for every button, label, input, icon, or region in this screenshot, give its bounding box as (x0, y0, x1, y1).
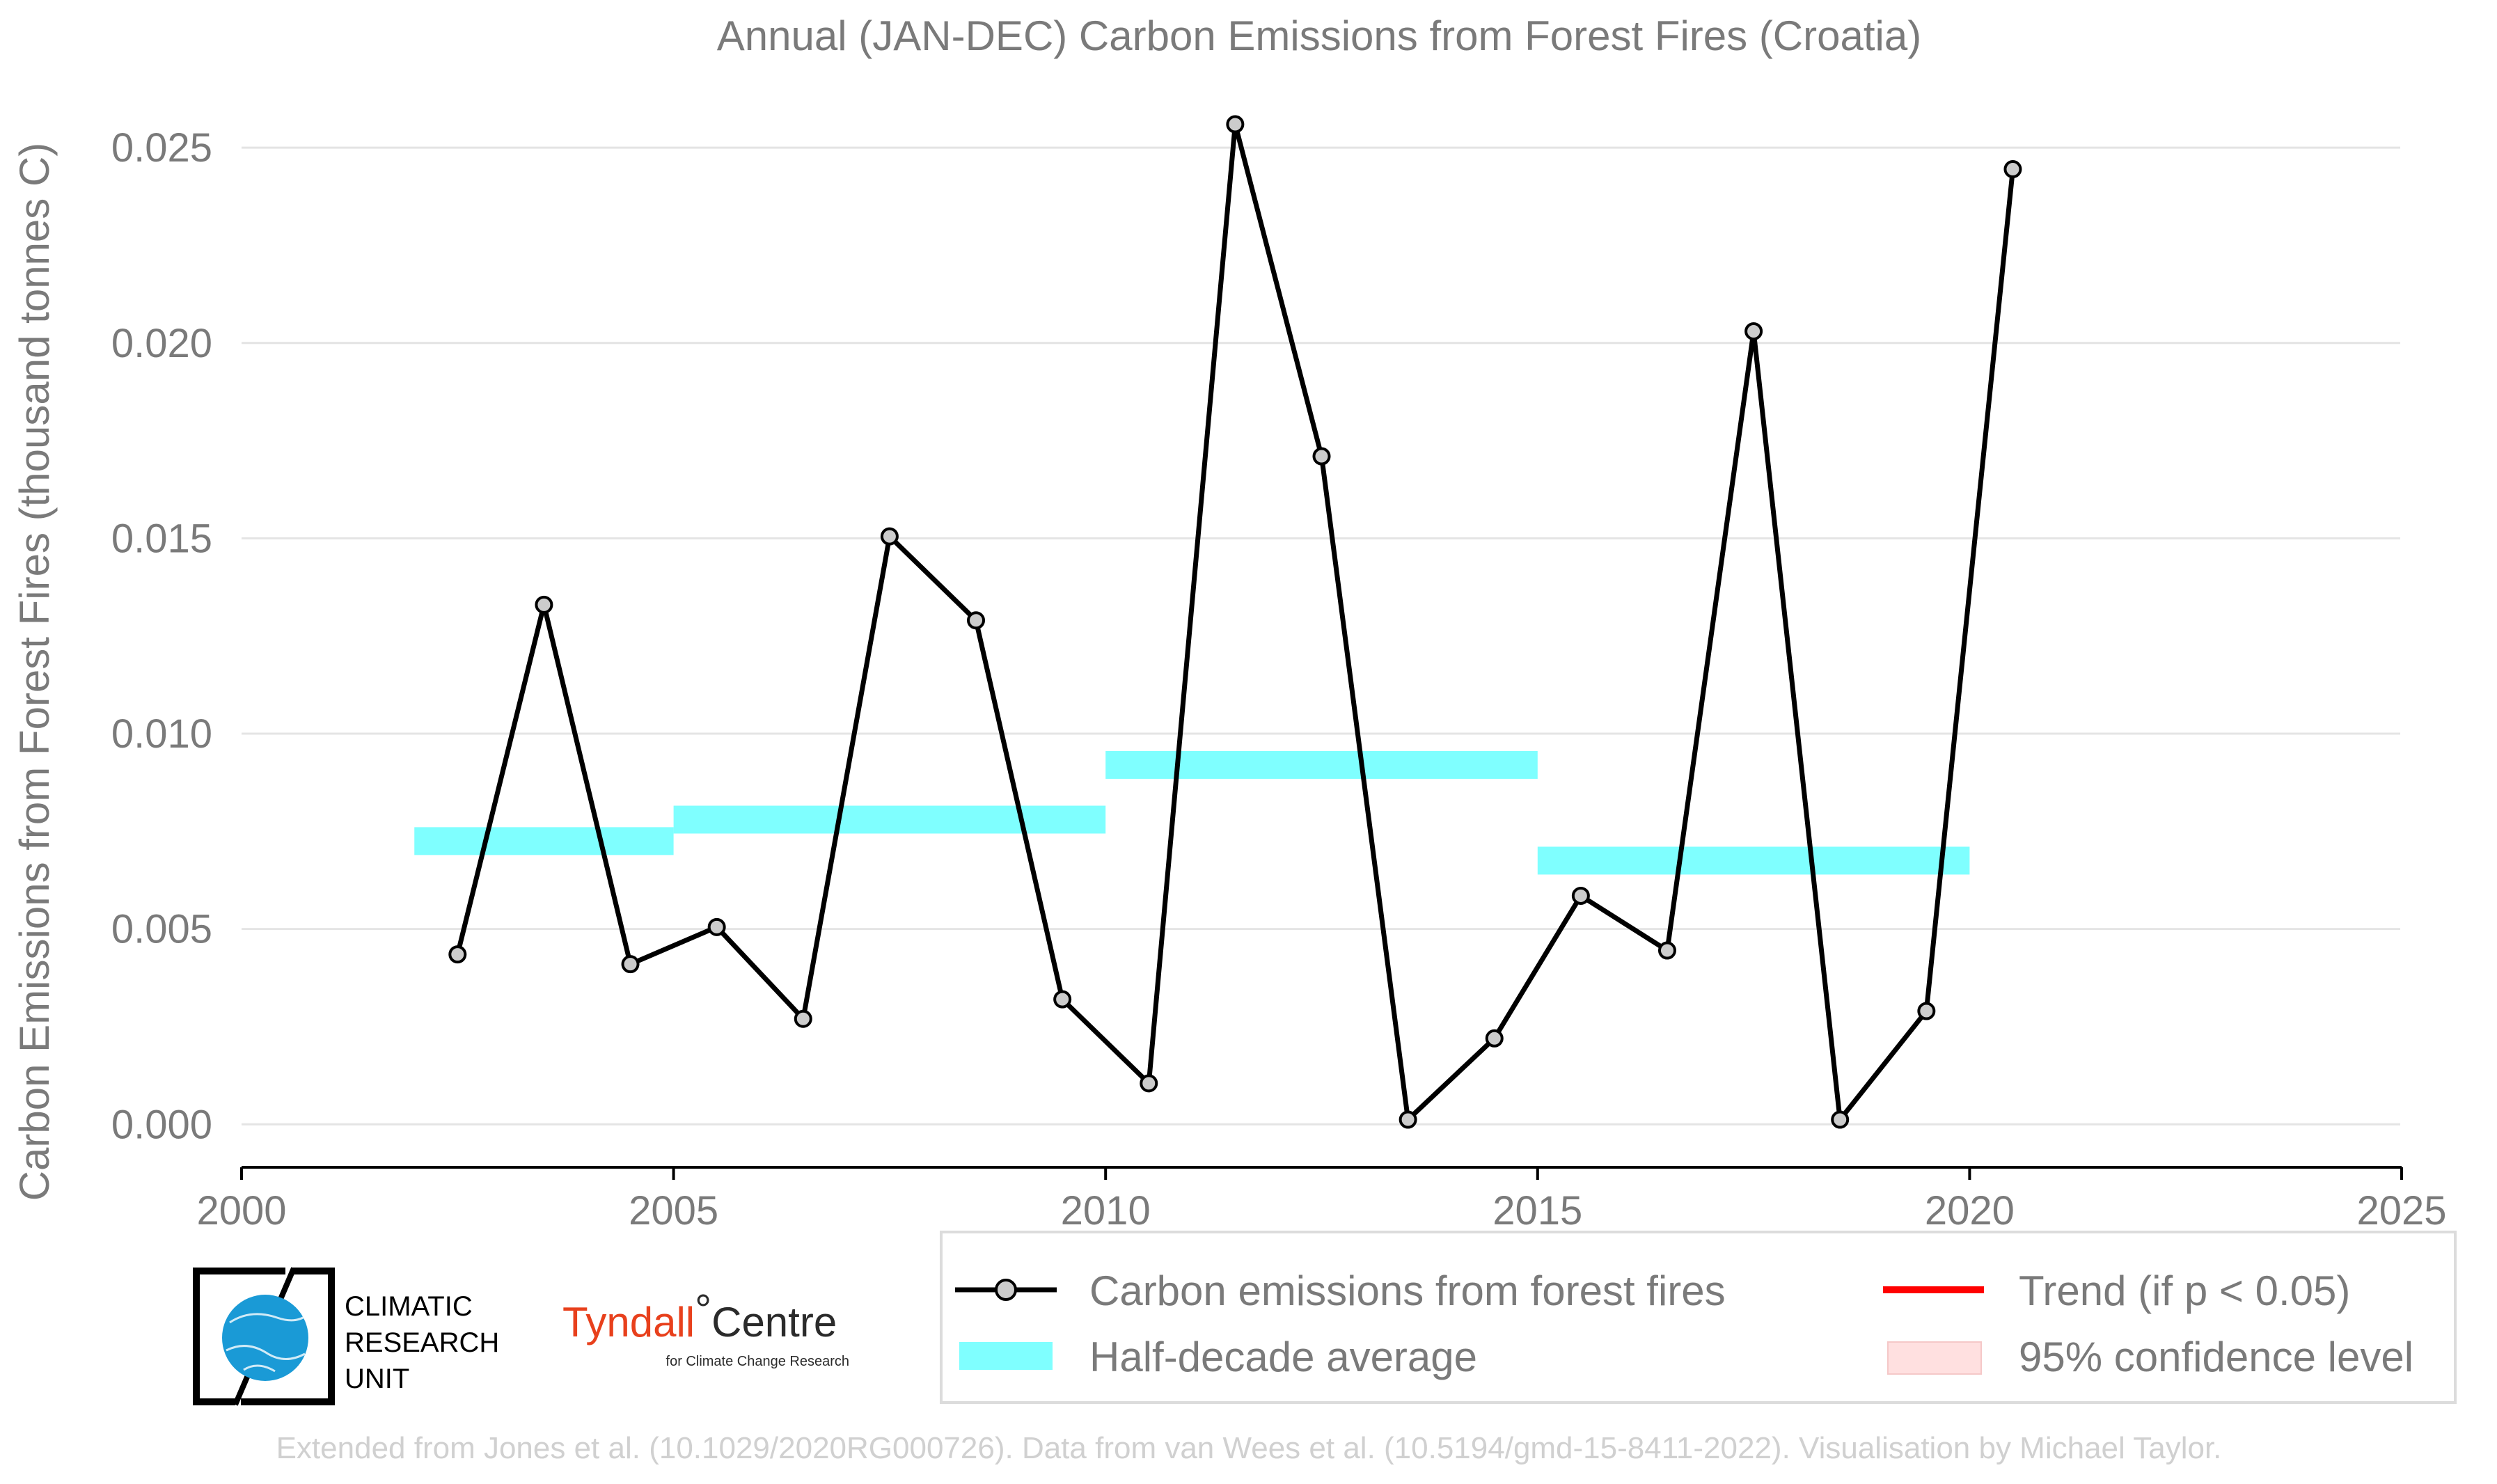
emissions-point (1053, 990, 1072, 1009)
emissions-point (1140, 1074, 1158, 1093)
legend-swatch-half-decade (959, 1342, 1053, 1370)
tyndall-subtitle: for Climate Change Research (666, 1354, 849, 1369)
cru-logo: CLIMATIC RESEARCH UNIT (193, 1267, 499, 1406)
x-tick-label: 2020 (1925, 1188, 2015, 1233)
emissions-point (621, 955, 640, 974)
emissions-point (794, 1009, 812, 1028)
y-tick-label: 0.005 (111, 907, 212, 952)
cru-text-line-3: UNIT (345, 1364, 409, 1394)
emissions-point (535, 595, 553, 614)
legend-label-half-decade: Half-decade average (1089, 1334, 1477, 1380)
x-tick-label: 2015 (1492, 1188, 1582, 1233)
emissions-point (1657, 941, 1676, 960)
emissions-point (1485, 1029, 1504, 1048)
x-tick-label: 2025 (2356, 1188, 2446, 1233)
legend-swatch-emissions (955, 1279, 1057, 1301)
cru-frame-left (193, 1268, 285, 1405)
legend-label-confidence: 95% confidence level (2019, 1334, 2413, 1380)
credit-line: Extended from Jones et al. (10.1029/2020… (276, 1431, 2222, 1465)
x-tick-label: 2010 (1061, 1188, 1151, 1233)
legend-swatch-confidence (1887, 1341, 1982, 1375)
emissions-line (455, 122, 2015, 1122)
legend-label-trend: Trend (if p < 0.05) (2019, 1268, 2350, 1314)
half-decade-band (673, 805, 1106, 834)
tyndall-name: Tyndall (562, 1299, 695, 1345)
emissions-point (880, 527, 899, 546)
y-axis-ticks: 0.000 0.005 0.010 0.015 0.020 0.025 (111, 125, 212, 1147)
half-decade-bands (414, 750, 1970, 875)
y-tick-label: 0.020 (111, 321, 212, 366)
grid-lines (242, 146, 2400, 1126)
half-decade-band (414, 827, 674, 855)
legend-frame (940, 1231, 2457, 1404)
y-axis-label: Carbon Emissions from Forest Fires (thou… (11, 143, 58, 1201)
cru-text-line-2: RESEARCH (345, 1327, 499, 1358)
globe-icon (222, 1295, 308, 1381)
emissions-point (967, 611, 986, 630)
half-decade-band (1537, 846, 1970, 875)
emissions-point (707, 917, 726, 936)
legend-label-emissions: Carbon emissions from forest fires (1089, 1268, 1726, 1314)
emissions-markers (448, 115, 2022, 1129)
emissions-point (1312, 447, 1331, 466)
x-tick-label: 2005 (629, 1188, 718, 1233)
y-tick-label: 0.010 (111, 711, 212, 757)
y-tick-label: 0.000 (111, 1102, 212, 1147)
legend: Carbon emissions from forest fires Trend… (940, 1231, 2457, 1404)
emissions-point (1571, 886, 1590, 905)
emissions-point (2003, 160, 2022, 179)
tyndall-centre: Centre (711, 1299, 837, 1345)
x-tick-label: 2000 (196, 1188, 286, 1233)
emissions-point (1831, 1110, 1850, 1129)
tyndall-wordmark: Tyndall°Centre (562, 1286, 837, 1345)
y-tick-label: 0.025 (111, 125, 212, 171)
emissions-point (1744, 322, 1763, 340)
emissions-point (1917, 1002, 1936, 1020)
cru-frame-right (241, 1268, 335, 1405)
emissions-point (1399, 1110, 1417, 1129)
chart-title: Annual (JAN-DEC) Carbon Emissions from F… (717, 13, 1921, 59)
cru-text-line-1: CLIMATIC (345, 1291, 473, 1322)
emissions-series (455, 122, 2015, 1122)
tyndall-logo: Tyndall°Centre for Climate Change Resear… (562, 1286, 849, 1369)
y-tick-label: 0.015 (111, 516, 212, 561)
tyndall-degree: ° (695, 1286, 711, 1333)
emissions-point (448, 945, 467, 964)
half-decade-band (1105, 750, 1538, 779)
x-axis-ticks: 2000 2005 2010 2015 2020 2025 (196, 1167, 2447, 1233)
emissions-point (1226, 115, 1245, 134)
